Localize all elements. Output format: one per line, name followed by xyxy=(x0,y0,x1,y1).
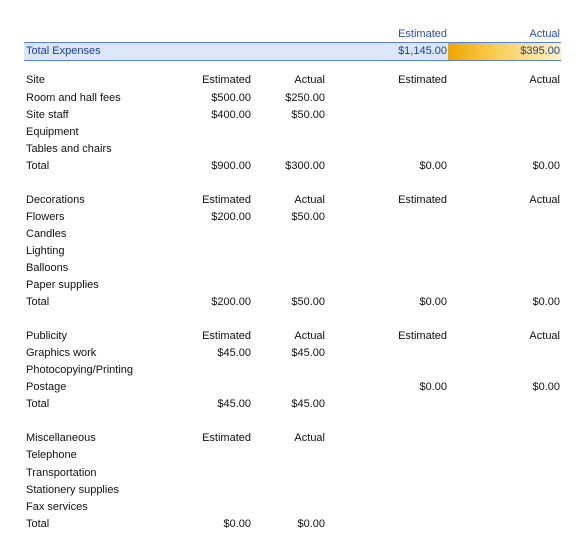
table-row: Publicity Estimated Actual Estimated Act… xyxy=(0,330,585,347)
cell-actual: Actual xyxy=(294,330,325,342)
table-row: Decorations Estimated Actual Estimated A… xyxy=(0,194,585,211)
cell-actual-2: $0.00 xyxy=(532,296,560,308)
cell-estimated: $0.00 xyxy=(223,518,251,530)
cell-actual: $50.00 xyxy=(291,296,325,308)
cell-actual: Actual xyxy=(294,74,325,86)
cell-estimated: Estimated xyxy=(202,330,251,342)
cell-label: Fax services xyxy=(26,501,88,513)
cell-label: Tables and chairs xyxy=(26,143,112,155)
cell-estimated: Estimated xyxy=(202,74,251,86)
cell-estimated: $45.00 xyxy=(217,347,251,359)
table-row-total: Total $200.00 $50.00 $0.00 $0.00 xyxy=(0,296,585,313)
cell-label: Site xyxy=(26,74,45,86)
cell-label: Stationery supplies xyxy=(26,484,119,496)
cell-label: Total xyxy=(26,398,50,410)
cell-label: Publicity xyxy=(26,330,67,342)
cell-estimated-2: $0.00 xyxy=(419,160,447,172)
cell-estimated-2: Estimated xyxy=(398,330,447,342)
table-row: Site Estimated Actual Estimated Actual xyxy=(0,74,585,91)
header-estimated-label: Estimated xyxy=(398,28,447,40)
cell-estimated: Estimated xyxy=(202,194,251,206)
cell-label: Balloons xyxy=(26,262,69,274)
cell-label: Candles xyxy=(26,228,67,240)
cell-label: Total xyxy=(26,518,50,530)
table-row: Stationery supplies xyxy=(0,484,585,501)
cell-label: Decorations xyxy=(26,194,85,206)
table-row: Paper supplies xyxy=(0,279,585,296)
table-row: Site staff $400.00 $50.00 xyxy=(0,109,585,126)
table-row: Photocopying/Printing xyxy=(0,364,585,381)
cell-label: Telephone xyxy=(26,449,77,461)
table-row: Miscellaneous Estimated Actual xyxy=(0,432,585,449)
cell-estimated-2: $0.00 xyxy=(419,296,447,308)
cell-label: Total xyxy=(26,160,50,172)
cell-label: Total xyxy=(26,296,50,308)
table-row: Telephone xyxy=(0,449,585,466)
cell-actual: $45.00 xyxy=(291,347,325,359)
cell-actual-2: $0.00 xyxy=(532,381,560,393)
actual-highlight-cell xyxy=(448,43,561,60)
cell-estimated: $200.00 xyxy=(211,296,251,308)
cell-label: Photocopying/Printing xyxy=(26,364,134,376)
cell-actual-2: $0.00 xyxy=(532,160,560,172)
total-expenses-estimated: $1,145.00 xyxy=(398,45,447,57)
cell-estimated: $900.00 xyxy=(211,160,251,172)
total-expenses-actual: $395.00 xyxy=(520,45,560,57)
total-expenses-row: Total Expenses $1,145.00 $395.00 xyxy=(24,42,561,61)
table-row-total: Total $45.00 $45.00 xyxy=(0,398,585,415)
cell-label: Lighting xyxy=(26,245,65,257)
table-row: Balloons xyxy=(0,262,585,279)
cell-estimated-2: $0.00 xyxy=(419,381,447,393)
table-row: Flowers $200.00 $50.00 xyxy=(0,211,585,228)
cell-label: Flowers xyxy=(26,211,65,223)
cell-actual: $50.00 xyxy=(291,211,325,223)
cell-actual-2: Actual xyxy=(529,330,560,342)
table-row: Lighting xyxy=(0,245,585,262)
cell-actual: $250.00 xyxy=(285,92,325,104)
table-row-total: Total $0.00 $0.00 xyxy=(0,518,585,535)
cell-actual: Actual xyxy=(294,194,325,206)
table-row: Transportation xyxy=(0,467,585,484)
table-row: Candles xyxy=(0,228,585,245)
cell-estimated: Estimated xyxy=(202,432,251,444)
cell-actual-2: Actual xyxy=(529,74,560,86)
cell-label: Site staff xyxy=(26,109,69,121)
total-expenses-label: Total Expenses xyxy=(26,45,101,57)
table-row: Postage $0.00 $0.00 xyxy=(0,381,585,398)
cell-label: Paper supplies xyxy=(26,279,99,291)
cell-actual: $45.00 xyxy=(291,398,325,410)
cell-estimated: $400.00 xyxy=(211,109,251,121)
table-row: Graphics work $45.00 $45.00 xyxy=(0,347,585,364)
cell-label: Transportation xyxy=(26,467,97,479)
cell-label: Postage xyxy=(26,381,67,393)
table-row-total: Total $900.00 $300.00 $0.00 $0.00 xyxy=(0,160,585,177)
cell-actual-2: Actual xyxy=(529,194,560,206)
cell-actual: $0.00 xyxy=(297,518,325,530)
cell-estimated-2: Estimated xyxy=(398,194,447,206)
table-row: Fax services xyxy=(0,501,585,518)
cell-actual: $300.00 xyxy=(285,160,325,172)
cell-label: Miscellaneous xyxy=(26,432,96,444)
cell-actual: $50.00 xyxy=(291,109,325,121)
cell-label: Room and hall fees xyxy=(26,92,121,104)
cell-estimated: $500.00 xyxy=(211,92,251,104)
table-row: Room and hall fees $500.00 $250.00 xyxy=(0,92,585,109)
table-row: Tables and chairs xyxy=(0,143,585,160)
table-row: Equipment xyxy=(0,126,585,143)
cell-estimated: $200.00 xyxy=(211,211,251,223)
cell-label: Graphics work xyxy=(26,347,97,359)
cell-estimated: $45.00 xyxy=(217,398,251,410)
cell-label: Equipment xyxy=(26,126,79,138)
cell-estimated-2: Estimated xyxy=(398,74,447,86)
cell-actual: Actual xyxy=(294,432,325,444)
header-actual-label: Actual xyxy=(529,28,560,40)
